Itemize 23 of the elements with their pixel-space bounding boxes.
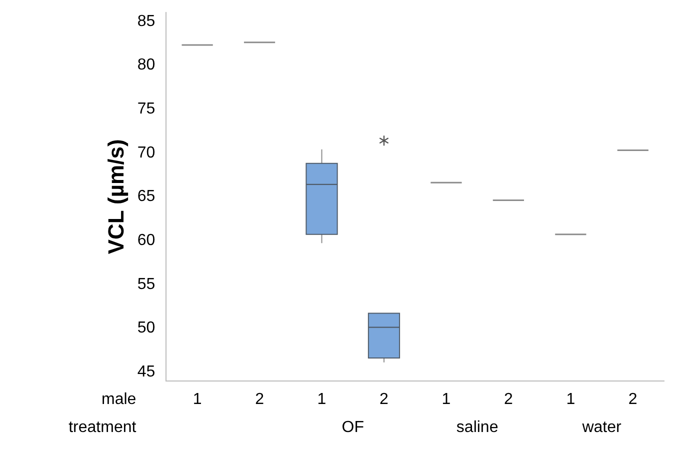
x-tick-label: 1 [192, 390, 202, 408]
y-tick-label: 55 [137, 276, 156, 293]
y-tick-label: 60 [137, 232, 156, 249]
y-axis-title: VCL (µm/s) [103, 139, 128, 254]
y-tick-label: 85 [137, 12, 156, 30]
text: treatment [68, 419, 137, 436]
y-tick-label: 75 [137, 100, 156, 118]
y-tick-label: 70 [137, 144, 156, 162]
y-tick-label: 65 [137, 188, 156, 206]
text: saline [456, 419, 498, 436]
y-tick-label: 50 [137, 320, 156, 337]
x-tick-label: 2 [504, 390, 513, 408]
text: OF [342, 419, 364, 436]
x-tick-label: 2 [380, 390, 389, 408]
x-tick-label: 2 [628, 390, 638, 408]
x-tick-label: 2 [255, 390, 264, 408]
x-tick-label: 1 [442, 390, 451, 408]
text: water [581, 419, 622, 436]
x-axis-title: male [102, 391, 136, 408]
x-tick-label: 1 [317, 390, 326, 408]
y-tick-label: 80 [137, 56, 156, 74]
y-tick-label: 45 [137, 363, 156, 380]
x-tick-label: 1 [566, 390, 576, 408]
